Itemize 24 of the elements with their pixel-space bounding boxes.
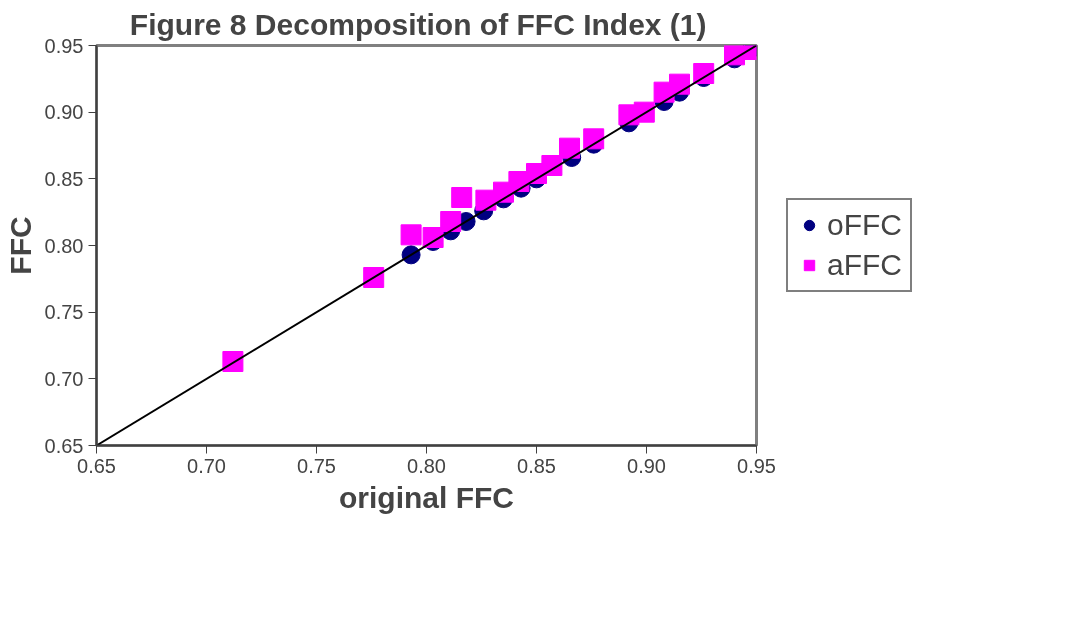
- point: [559, 137, 580, 159]
- x-axis-title: original FFC: [339, 480, 514, 514]
- point: [669, 73, 690, 95]
- x-tick-label: 0.70: [187, 454, 226, 477]
- y-tick-label: 0.80: [44, 234, 84, 257]
- x-tick-label: 0.80: [407, 454, 446, 477]
- y-tick-label: 0.65: [44, 434, 84, 457]
- y-tick-label: 0.95: [44, 34, 84, 57]
- y-axis-title: FFC: [3, 216, 37, 275]
- x-tick-label: 0.95: [737, 454, 776, 477]
- y-tick-label: 0.75: [44, 301, 84, 324]
- x-tick-label: 0.65: [77, 454, 116, 477]
- point: [440, 211, 462, 232]
- x-tick-label: 0.90: [627, 454, 666, 477]
- legend-label: oFFC: [827, 208, 902, 242]
- y-tick-label: 0.90: [44, 101, 84, 124]
- x-tick-label: 0.75: [297, 454, 336, 477]
- chart-title: Figure 8 Decomposition of FFC Index (1): [129, 7, 707, 41]
- legend-label: aFFC: [827, 248, 902, 282]
- y-tick-label: 0.85: [44, 167, 84, 190]
- point: [400, 224, 422, 246]
- y-tick-label: 0.70: [44, 367, 84, 390]
- point: [451, 187, 473, 208]
- x-tick-label: 0.85: [517, 454, 556, 477]
